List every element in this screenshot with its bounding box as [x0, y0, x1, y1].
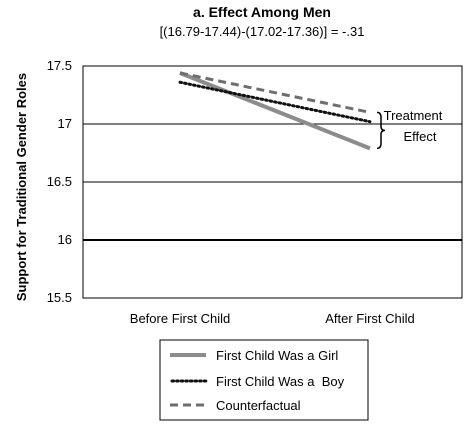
legend-label-girl: First Child Was a Girl [216, 348, 338, 363]
legend: First Child Was a Girl First Child Was a… [159, 339, 369, 421]
treatment-effect-brace [376, 111, 386, 150]
y-tick-label: 15.5 [47, 290, 72, 305]
x-tick-label-before: Before First Child [130, 311, 230, 326]
annotation-treatment: Treatment [384, 108, 443, 123]
y-tick-label: 17 [58, 116, 72, 131]
y-tick-label: 16 [58, 232, 72, 247]
x-tick-label-after: After First Child [325, 311, 415, 326]
chart-title: a. Effect Among Men [193, 4, 331, 20]
y-axis-title: Support for Traditional Gender Roles [14, 73, 29, 301]
y-tick-labels: 17.5 17 16.5 16 15.5 [47, 58, 72, 305]
series-line-girl [179, 71, 371, 151]
chart-subtitle: [(16.79-17.44)-(17.02-17.36)] = -.31 [160, 24, 365, 39]
y-tick-label: 17.5 [47, 58, 72, 73]
legend-label-boy: First Child Was a Boy [216, 374, 345, 389]
annotation-effect: Effect [403, 129, 436, 144]
gridlines [83, 123, 462, 241]
series-line-counterfactual [179, 71, 371, 114]
y-tick-label: 16.5 [47, 174, 72, 189]
series-line-boy [178, 80, 372, 124]
legend-label-counterfactual: Counterfactual [216, 398, 301, 413]
